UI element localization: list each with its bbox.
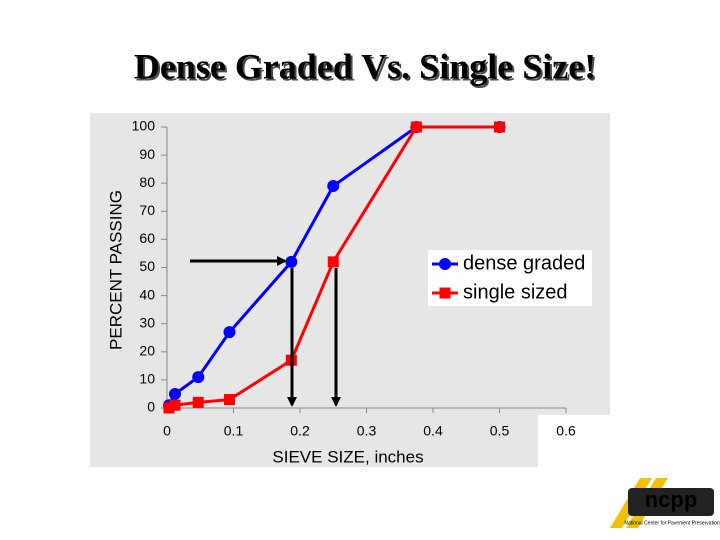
data-point	[224, 394, 236, 406]
data-point	[410, 121, 422, 133]
y-tick-label: 40	[139, 286, 155, 302]
y-tick-label: 70	[139, 202, 155, 218]
title-shadow: Dense Graded Vs. Single Size!	[136, 48, 598, 88]
y-tick-label: 50	[139, 258, 155, 274]
legend-box	[428, 250, 592, 306]
data-point	[285, 255, 298, 268]
y-tick-label: 0	[147, 399, 155, 415]
data-point	[169, 399, 181, 411]
data-point	[168, 387, 181, 400]
y-tick-label: 100	[132, 118, 156, 134]
data-point	[439, 287, 451, 299]
y-tick-label: 20	[139, 343, 155, 359]
legend-label: dense graded	[463, 252, 585, 274]
x-axis-label: SIEVE SIZE, inches	[272, 447, 423, 466]
y-tick-label: 10	[139, 371, 155, 387]
x-tick-label: 0.2	[290, 423, 310, 439]
data-point	[439, 258, 451, 270]
x-tick-label: 0.4	[423, 423, 443, 439]
x-tick-label: 0.5	[490, 423, 510, 439]
data-point	[223, 326, 236, 339]
logo-plate	[628, 488, 714, 516]
plot: 0 10 20 30 40 50 60 70 80 90 100 0 0.1 0.2 0.3 0.4 0.5 0.…	[132, 118, 576, 439]
legend: dense graded single sized	[428, 250, 592, 306]
data-point	[192, 396, 204, 408]
x-tick-label: 0.3	[357, 423, 377, 439]
chart-title: Dense Graded Vs. Single Size!	[134, 46, 596, 86]
logo-subtitle: National Center for Pavement Preservatio…	[624, 520, 720, 526]
y-tick-label: 90	[139, 146, 155, 162]
plot-background	[90, 113, 610, 467]
data-point	[163, 402, 175, 414]
legend-label: single sized	[463, 281, 568, 303]
y-tick-label: 30	[139, 314, 155, 330]
y-axis-label: PERCENT PASSING	[106, 190, 125, 350]
y-tick-label: 60	[139, 230, 155, 246]
data-point	[494, 121, 505, 133]
x-tick-label: 0.1	[224, 423, 244, 439]
logo: ncpp National Center for Pavement Preser…	[610, 478, 720, 528]
data-point	[327, 180, 340, 193]
logo-text: ncpp	[645, 487, 698, 512]
x-tick-label: 0.6	[556, 423, 576, 439]
y-tick-label: 80	[139, 174, 155, 190]
data-point	[192, 371, 205, 384]
data-point	[327, 256, 339, 268]
x-tick-label: 0	[163, 423, 171, 439]
